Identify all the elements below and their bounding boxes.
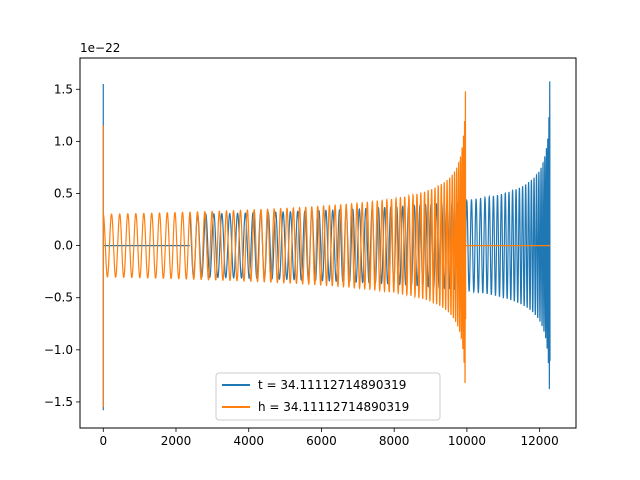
x-tick-label: 4000 <box>233 434 264 448</box>
y-offset-text: 1e−22 <box>80 41 120 55</box>
series-line <box>102 91 467 384</box>
y-tick-label: 1.5 <box>54 82 73 96</box>
x-tick-label: 0 <box>99 434 107 448</box>
x-tick-label: 6000 <box>306 434 337 448</box>
series-h <box>102 91 551 408</box>
legend-label-h: h = 34.11112714890319 <box>258 400 409 414</box>
x-tick-label: 2000 <box>161 434 192 448</box>
series-layer <box>102 81 551 411</box>
plot-frame <box>79 57 577 429</box>
legend-box <box>215 372 441 421</box>
y-tick-label: 1.0 <box>54 134 73 148</box>
legend: t = 34.11112714890319 h = 34.11112714890… <box>215 372 441 421</box>
x-tick-label: 8000 <box>379 434 410 448</box>
y-tick-label: −1.5 <box>44 395 73 409</box>
y-tick-label: −1.0 <box>44 343 73 357</box>
y-tick-label: −0.5 <box>44 291 73 305</box>
y-tick-label: 0.0 <box>54 239 73 253</box>
x-axis-ticks: 0 2000 4000 6000 8000 10000 12000 <box>99 428 559 448</box>
x-tick-label: 10000 <box>448 434 486 448</box>
y-axis-ticks: −1.5 −1.0 −0.5 0.0 0.5 1.0 1.5 <box>44 82 80 409</box>
legend-label-t: t = 34.11112714890319 <box>258 378 406 392</box>
x-tick-label: 12000 <box>521 434 559 448</box>
y-tick-label: 0.5 <box>54 186 73 200</box>
